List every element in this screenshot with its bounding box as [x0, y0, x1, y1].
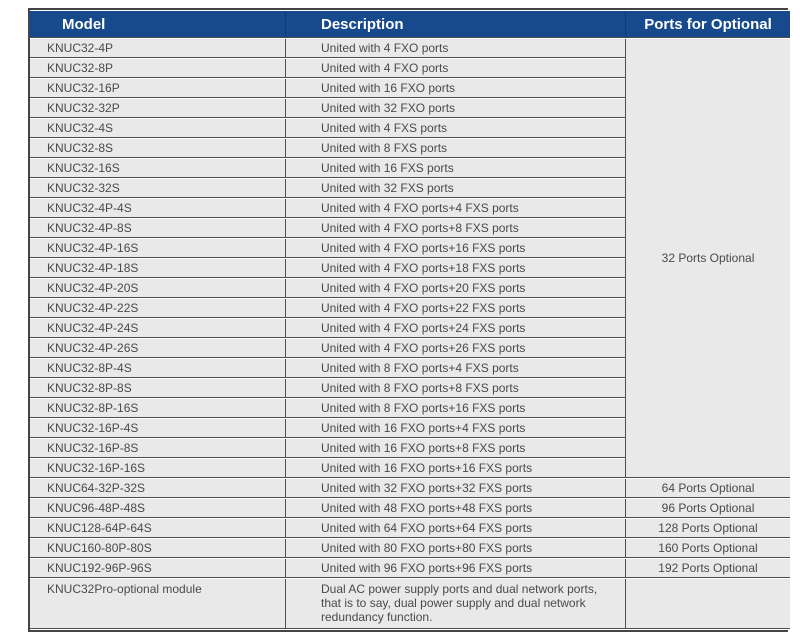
- description-cell: United with 4 FXO ports+20 FXS ports: [285, 279, 625, 298]
- model-cell: KNUC32-4P-26S: [30, 339, 285, 358]
- description-cell: United with 4 FXO ports+18 FXS ports: [285, 259, 625, 278]
- model-cell: KNUC32-4P-24S: [30, 319, 285, 338]
- table-row: KNUC32Pro-optional module Dual AC power s…: [30, 579, 790, 629]
- model-cell: KNUC32-8P-16S: [30, 399, 285, 418]
- table-row: KNUC32-16P-4S United with 16 FXO ports+4 …: [30, 419, 790, 438]
- model-spec-table-container: Model Description Ports for Optional KNU…: [28, 8, 790, 632]
- description-cell: United with 4 FXS ports: [285, 119, 625, 138]
- table-row: KNUC32-16P-8S United with 16 FXO ports+8 …: [30, 439, 790, 458]
- model-spec-table: Model Description Ports for Optional KNU…: [30, 10, 790, 630]
- model-cell: KNUC32-16P-16S: [30, 459, 285, 478]
- model-cell: KNUC32-4P: [30, 39, 285, 58]
- ports-cell: 192 Ports Optional: [625, 559, 790, 578]
- description-cell: United with 32 FXO ports+32 FXS ports: [285, 479, 625, 498]
- description-cell: United with 4 FXO ports+22 FXS ports: [285, 299, 625, 318]
- description-cell: United with 8 FXO ports+4 FXS ports: [285, 359, 625, 378]
- column-header-description: Description: [285, 11, 625, 38]
- description-cell: United with 8 FXO ports+16 FXS ports: [285, 399, 625, 418]
- description-cell: United with 96 FXO ports+96 FXS ports: [285, 559, 625, 578]
- table-row: KNUC32-16P United with 16 FXO ports: [30, 79, 790, 98]
- description-cell: United with 32 FXO ports: [285, 99, 625, 118]
- model-cell: KNUC32-32S: [30, 179, 285, 198]
- ports-cell: 64 Ports Optional: [625, 479, 790, 498]
- description-cell: Dual AC power supply ports and dual netw…: [285, 579, 625, 629]
- description-cell: United with 16 FXS ports: [285, 159, 625, 178]
- table-row: KNUC32-8P-8S United with 8 FXO ports+8 FX…: [30, 379, 790, 398]
- description-cell: United with 48 FXO ports+48 FXS ports: [285, 499, 625, 518]
- model-cell: KNUC32-8P-8S: [30, 379, 285, 398]
- model-cell: KNUC32-4S: [30, 119, 285, 138]
- model-cell: KNUC128-64P-64S: [30, 519, 285, 538]
- table-row: KNUC128-64P-64S United with 64 FXO ports+…: [30, 519, 790, 538]
- model-cell: KNUC32-16P-4S: [30, 419, 285, 438]
- description-cell: United with 4 FXO ports+24 FXS ports: [285, 319, 625, 338]
- table-row: KNUC32-4P-18S United with 4 FXO ports+18 …: [30, 259, 790, 278]
- table-row: KNUC32-8P United with 4 FXO ports: [30, 59, 790, 78]
- table-row: KNUC32-32S United with 32 FXS ports: [30, 179, 790, 198]
- description-cell: United with 4 FXO ports+4 FXS ports: [285, 199, 625, 218]
- table-row: KNUC32-16P-16S United with 16 FXO ports+1…: [30, 459, 790, 478]
- column-header-model: Model: [30, 11, 285, 38]
- ports-cell: 128 Ports Optional: [625, 519, 790, 538]
- description-cell: United with 16 FXO ports+16 FXS ports: [285, 459, 625, 478]
- table-header: Model Description Ports for Optional: [30, 11, 790, 38]
- description-cell: United with 16 FXO ports+8 FXS ports: [285, 439, 625, 458]
- model-cell: KNUC32-16P-8S: [30, 439, 285, 458]
- model-cell: KNUC32-4P-22S: [30, 299, 285, 318]
- description-cell: United with 4 FXO ports: [285, 39, 625, 58]
- table-row: KNUC32-4S United with 4 FXS ports: [30, 119, 790, 138]
- ports-cell: 160 Ports Optional: [625, 539, 790, 558]
- ports-cell: 32 Ports Optional: [625, 39, 790, 478]
- table-row: KNUC32-4P-22S United with 4 FXO ports+22 …: [30, 299, 790, 318]
- model-cell: KNUC192-96P-96S: [30, 559, 285, 578]
- table-row: KNUC32-4P-16S United with 4 FXO ports+16 …: [30, 239, 790, 258]
- table-body: KNUC32-4P United with 4 FXO ports 32 Ports…: [30, 39, 790, 629]
- table-row: KNUC32-4P-20S United with 4 FXO ports+20 …: [30, 279, 790, 298]
- description-cell: United with 8 FXO ports+8 FXS ports: [285, 379, 625, 398]
- description-cell: United with 4 FXO ports: [285, 59, 625, 78]
- model-cell: KNUC32-32P: [30, 99, 285, 118]
- table-row: KNUC32-8P-16S United with 8 FXO ports+16 …: [30, 399, 790, 418]
- table-row: KNUC32-4P-24S United with 4 FXO ports+24 …: [30, 319, 790, 338]
- table-row: KNUC32-4P-4S United with 4 FXO ports+4 FX…: [30, 199, 790, 218]
- model-cell: KNUC32-4P-20S: [30, 279, 285, 298]
- table-row: KNUC32-8S United with 8 FXS ports: [30, 139, 790, 158]
- ports-cell: 96 Ports Optional: [625, 499, 790, 518]
- model-cell: KNUC64-32P-32S: [30, 479, 285, 498]
- model-cell: KNUC32-4P-8S: [30, 219, 285, 238]
- model-cell: KNUC32-8P-4S: [30, 359, 285, 378]
- description-cell: United with 16 FXO ports: [285, 79, 625, 98]
- description-cell: United with 8 FXS ports: [285, 139, 625, 158]
- model-cell: KNUC32-4P-16S: [30, 239, 285, 258]
- model-cell: KNUC96-48P-48S: [30, 499, 285, 518]
- model-cell: KNUC32-16P: [30, 79, 285, 98]
- description-cell: United with 32 FXS ports: [285, 179, 625, 198]
- model-cell: KNUC160-80P-80S: [30, 539, 285, 558]
- table-row: KNUC32-4P United with 4 FXO ports 32 Ports…: [30, 39, 790, 478]
- model-cell: KNUC32-8S: [30, 139, 285, 158]
- table-row: KNUC32-8P-4S United with 8 FXO ports+4 FX…: [30, 359, 790, 378]
- table-row: KNUC192-96P-96S United with 96 FXO ports+…: [30, 559, 790, 578]
- description-cell: United with 16 FXO ports+4 FXS ports: [285, 419, 625, 438]
- description-cell: United with 4 FXO ports+8 FXS ports: [285, 219, 625, 238]
- model-cell: KNUC32-4P-18S: [30, 259, 285, 278]
- model-cell: KNUC32-4P-4S: [30, 199, 285, 218]
- header-row: Model Description Ports for Optional: [30, 11, 790, 38]
- table-row: KNUC64-32P-32S United with 32 FXO ports+3…: [30, 479, 790, 498]
- description-cell: United with 4 FXO ports+16 FXS ports: [285, 239, 625, 258]
- description-cell: United with 4 FXO ports+26 FXS ports: [285, 339, 625, 358]
- model-cell: KNUC32-16S: [30, 159, 285, 178]
- table-row: KNUC160-80P-80S United with 80 FXO ports+…: [30, 539, 790, 558]
- model-cell: KNUC32-8P: [30, 59, 285, 78]
- model-cell: KNUC32Pro-optional module: [30, 579, 285, 629]
- description-cell: United with 64 FXO ports+64 FXS ports: [285, 519, 625, 538]
- column-header-ports-for-optional: Ports for Optional: [625, 11, 790, 38]
- description-cell: United with 80 FXO ports+80 FXS ports: [285, 539, 625, 558]
- table-row: KNUC32-16S United with 16 FXS ports: [30, 159, 790, 178]
- ports-cell: [625, 579, 790, 629]
- table-row: KNUC32-4P-8S United with 4 FXO ports+8 FX…: [30, 219, 790, 238]
- table-row: KNUC96-48P-48S United with 48 FXO ports+4…: [30, 499, 790, 518]
- table-row: KNUC32-32P United with 32 FXO ports: [30, 99, 790, 118]
- table-row: KNUC32-4P-26S United with 4 FXO ports+26 …: [30, 339, 790, 358]
